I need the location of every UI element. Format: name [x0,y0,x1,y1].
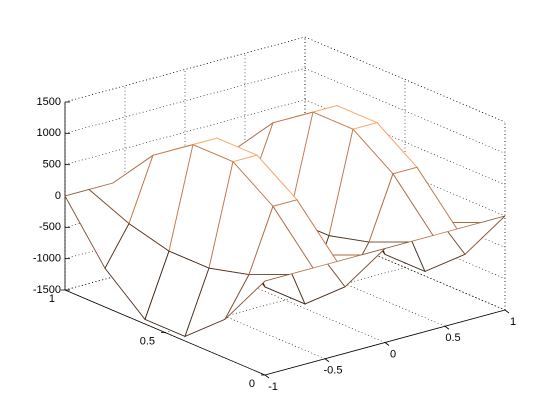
x-tick-label: 0.5 [445,332,460,344]
x-tick-label: -0.5 [324,365,343,377]
grid-line [304,99,506,185]
y-tick-label: 1 [49,293,55,305]
x-tick-label: 0 [390,348,396,360]
x-tick [504,309,510,314]
x-tick [444,325,450,330]
grid-line [64,99,306,165]
grid-line [184,257,386,343]
z-tick-label: -1500 [33,284,61,296]
grid-line [304,224,506,311]
y-tick-label: 0 [249,378,255,390]
z-tick-label: -1000 [33,253,61,265]
x-tick [324,358,330,363]
grid-line [304,68,506,154]
x-tick [264,374,270,379]
x-tick [384,342,390,346]
z-tick-label: 500 [43,159,61,171]
x-tick-label: -1 [268,381,278,393]
z-tick-label: 0 [55,190,61,202]
z-tick-label: 1500 [37,96,61,108]
grid-line [64,68,306,134]
grid-line [164,267,406,333]
z-tick-label: -500 [39,221,61,233]
y-tick-label: 0.5 [140,335,155,347]
x-tick-label: 1 [510,316,516,328]
mesh-face [224,274,290,320]
z-tick-label: 1000 [37,127,61,139]
grid-line [64,36,306,103]
grid-line [304,36,506,123]
